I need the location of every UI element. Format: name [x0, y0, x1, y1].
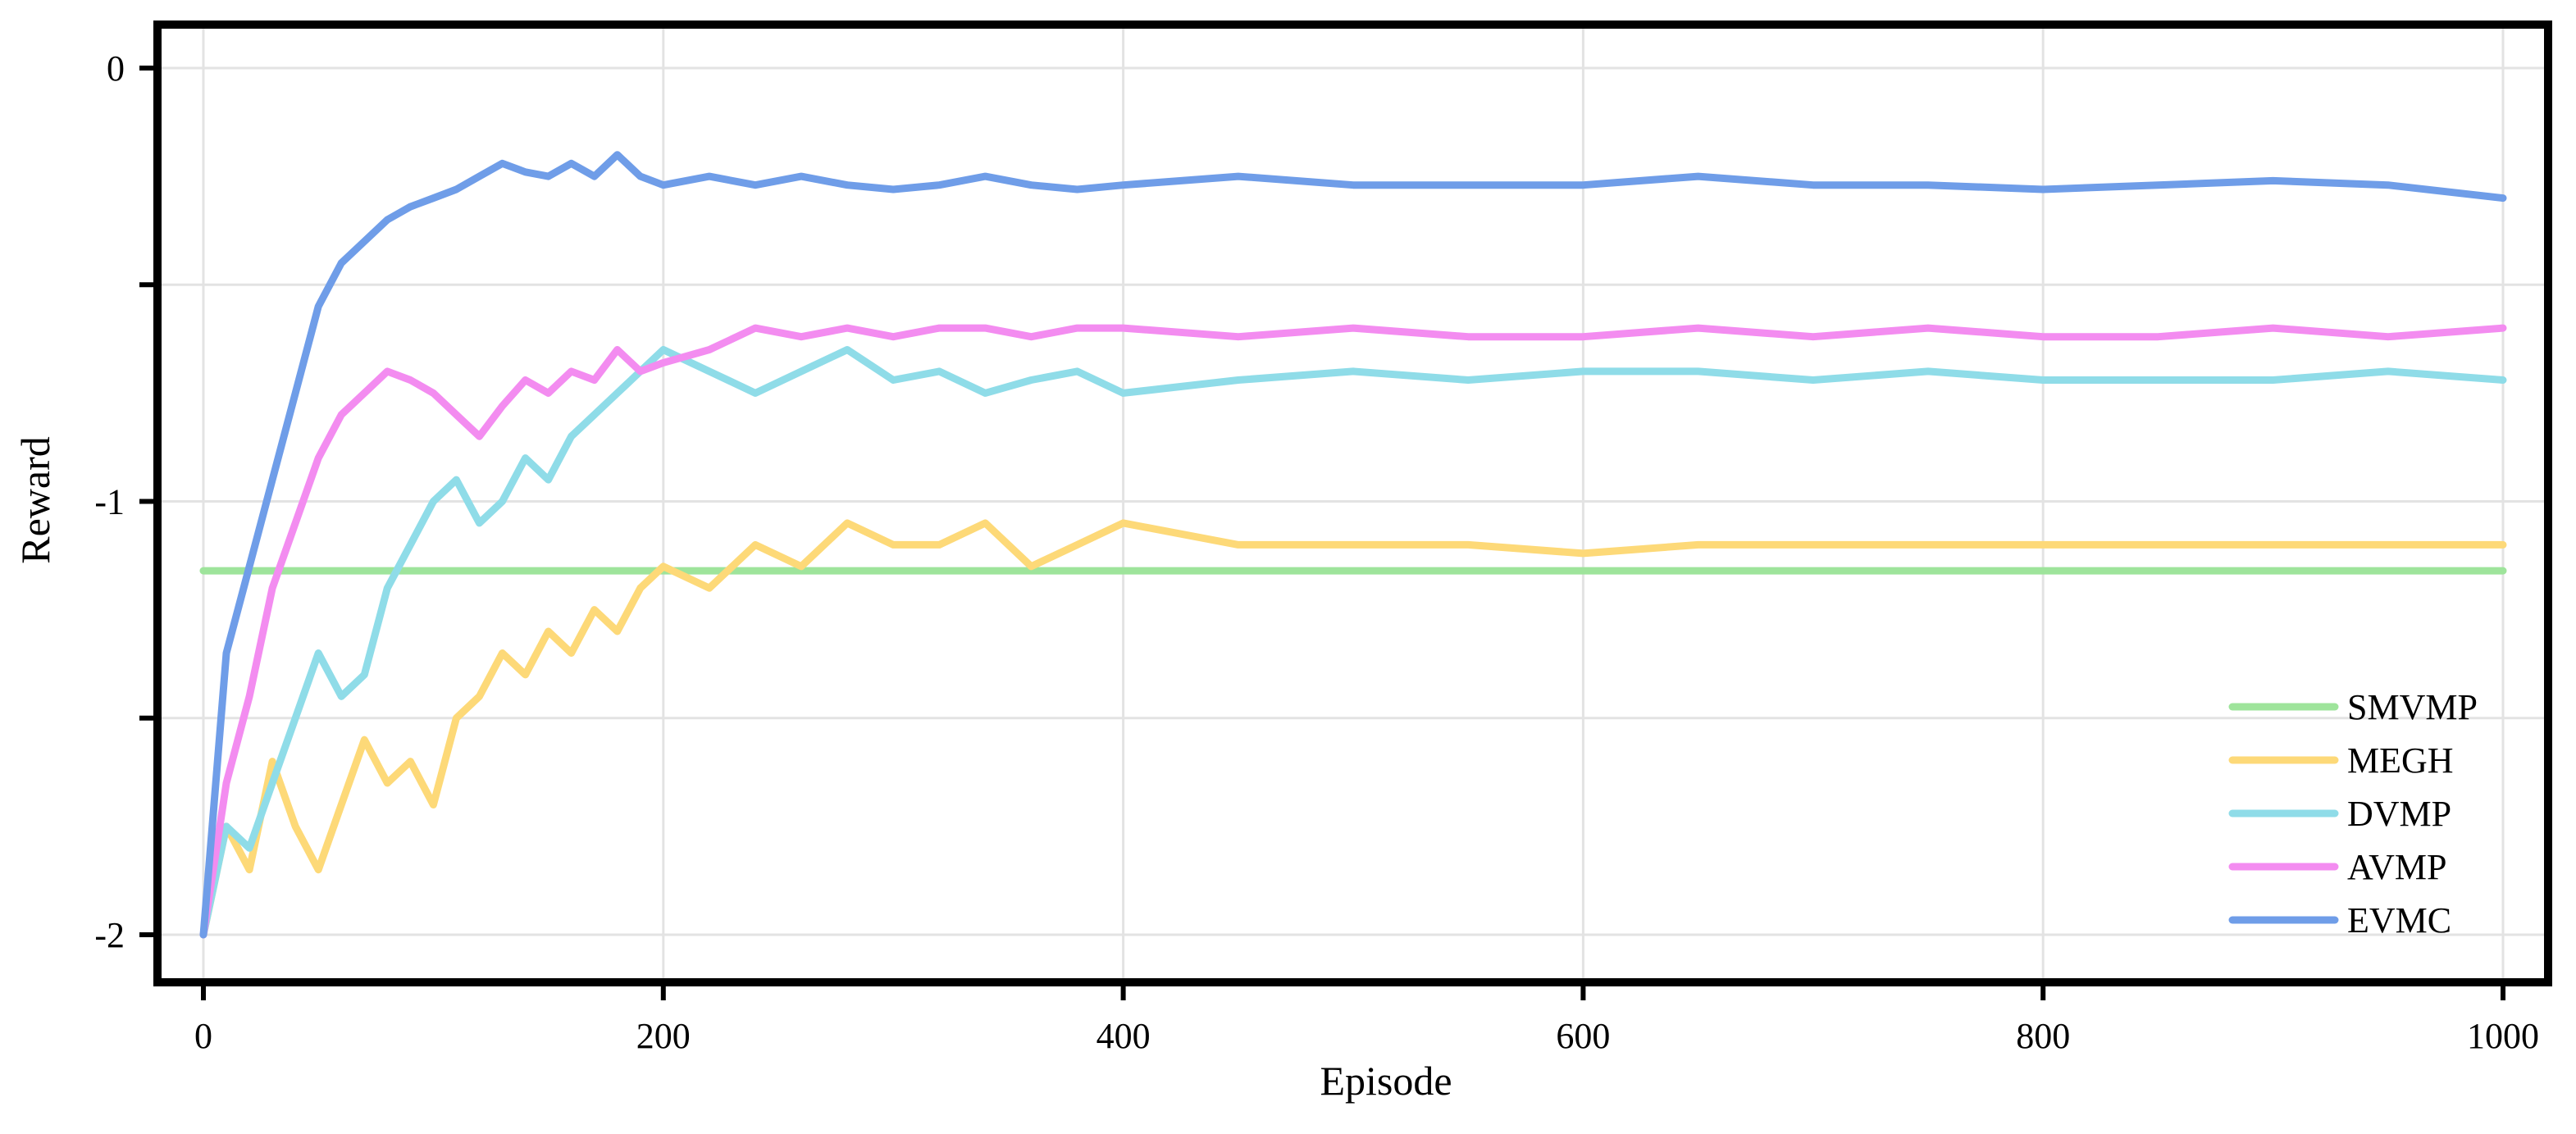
x-tick-label: 1000 [2467, 1016, 2539, 1056]
series-line-megh [199, 519, 2507, 939]
y-tick-label: 0 [107, 48, 125, 89]
legend: SMVMP MEGH DVMP AVMP EVMC [2228, 687, 2478, 940]
series-line-evmc [199, 151, 2507, 939]
y-axis-label: Reward [12, 436, 58, 564]
legend-item-dvmp: DVMP [2228, 794, 2451, 834]
legend-label: AVMP [2347, 847, 2446, 887]
axis-ticks: 0 200 400 600 800 1000 -2 -1 0 [94, 48, 2539, 1056]
series-line-dvmp [199, 346, 2507, 939]
legend-label: SMVMP [2347, 687, 2478, 727]
x-tick-label: 600 [1556, 1016, 1610, 1056]
legend-item-smvmp: SMVMP [2228, 687, 2478, 727]
legend-item-evmc: EVMC [2228, 900, 2451, 940]
x-tick-label: 400 [1097, 1016, 1151, 1056]
x-axis-label: Episode [1320, 1058, 1452, 1104]
legend-item-megh: MEGH [2228, 740, 2454, 781]
y-tick-label: -1 [94, 482, 125, 522]
x-tick-label: 0 [194, 1016, 212, 1056]
x-tick-label: 200 [636, 1016, 691, 1056]
series-line-avmp [199, 324, 2507, 939]
legend-label: DVMP [2347, 794, 2451, 834]
x-tick-label: 800 [2016, 1016, 2070, 1056]
legend-item-avmp: AVMP [2228, 847, 2446, 887]
legend-label: EVMC [2347, 900, 2451, 940]
y-tick-label: -2 [94, 915, 125, 955]
gridlines [157, 25, 2548, 982]
legend-label: MEGH [2347, 740, 2454, 781]
series-lines [199, 151, 2507, 939]
